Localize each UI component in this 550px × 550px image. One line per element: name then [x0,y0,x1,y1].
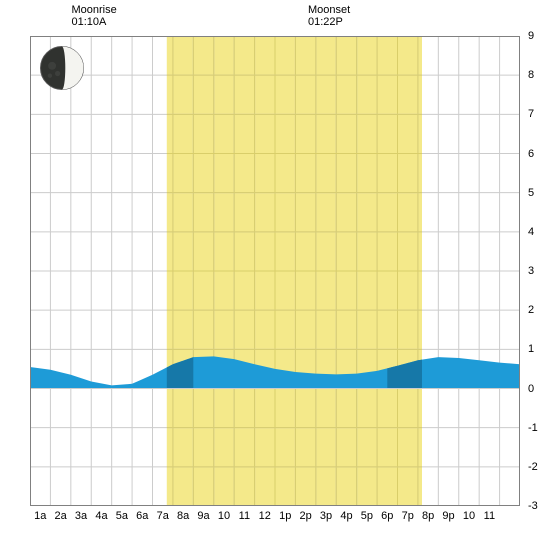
y-tick-label: -2 [528,461,538,473]
moonrise-label: Moonrise [72,4,117,16]
x-tick-label: 11 [484,510,495,522]
x-tick-label: 8a [177,510,189,522]
y-tick-label: 8 [528,69,534,81]
moonrise-time: 01:10A [72,16,117,28]
tide-chart [30,36,520,506]
x-tick-label: 9p [442,510,454,522]
x-tick-label: 4a [95,510,107,522]
y-tick-label: 1 [528,343,534,355]
moon-phase-icon [40,46,84,90]
x-tick-label: 5a [116,510,128,522]
y-tick-label: 6 [528,148,534,160]
x-tick-label: 5p [361,510,373,522]
x-tick-label: 3a [75,510,87,522]
y-tick-label: 0 [528,383,534,395]
x-tick-label: 7a [157,510,169,522]
y-tick-label: -1 [528,422,538,434]
moonset-block: Moonset 01:22P [308,4,350,28]
y-tick-label: -3 [528,500,538,512]
y-tick-label: 4 [528,226,534,238]
x-tick-label: 2p [300,510,312,522]
y-tick-label: 5 [528,187,534,199]
y-tick-label: 7 [528,108,534,120]
x-tick-label: 1a [34,510,46,522]
x-tick-label: 10 [463,510,475,522]
moonset-time: 01:22P [308,16,350,28]
x-axis: 1a 2a 3a 4a 5a 6a 7a 8a 9a 10 11 12 1p 2p 3p 4p 5p 6p 7p 8p… [30,510,520,530]
y-tick-label: 3 [528,265,534,277]
x-tick-label: 2a [55,510,67,522]
y-tick-label: 2 [528,304,534,316]
x-tick-label: 12 [259,510,271,522]
x-tick-label: 6a [136,510,148,522]
x-tick-label: 10 [218,510,230,522]
x-tick-label: 9a [197,510,209,522]
x-tick-label: 6p [381,510,393,522]
y-axis: -3-2-10123456789 [524,36,548,506]
x-tick-label: 11 [239,510,250,522]
y-tick-label: 9 [528,30,534,42]
x-tick-label: 4p [340,510,352,522]
x-tick-label: 7p [402,510,414,522]
moonset-label: Moonset [308,4,350,16]
x-tick-label: 1p [279,510,291,522]
x-tick-label: 3p [320,510,332,522]
moonrise-block: Moonrise 01:10A [72,4,117,28]
x-tick-label: 8p [422,510,434,522]
